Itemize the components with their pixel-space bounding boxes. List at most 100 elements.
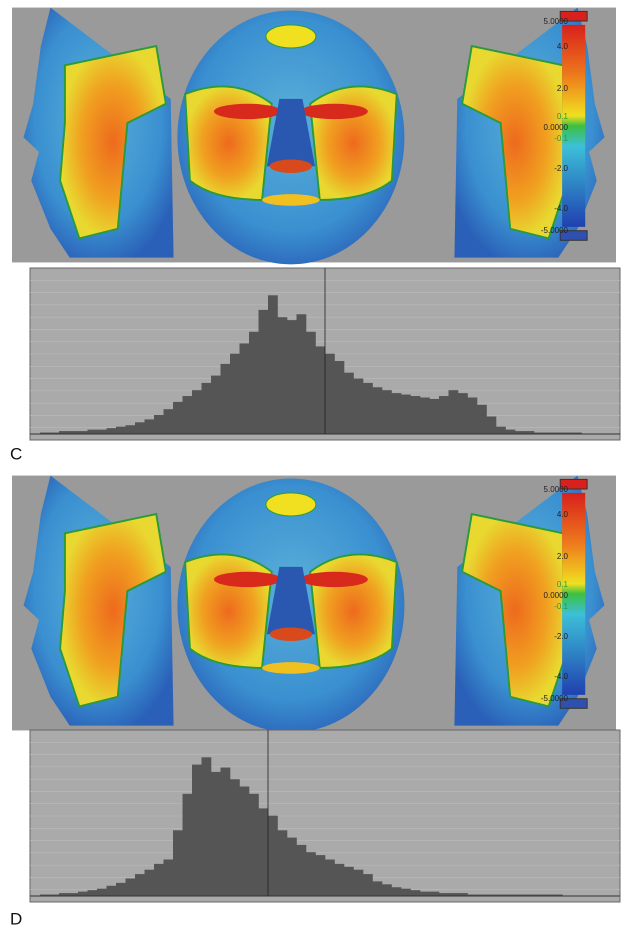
colorbar-label: 4.0 [557,42,569,51]
histogram-bar [183,396,193,434]
histogram-bar [306,852,316,896]
histogram-bar [382,884,392,896]
histogram-bar [496,427,506,434]
histogram-bar [487,416,497,434]
histogram-bar [135,874,145,896]
histogram-bar [316,346,326,434]
figure: 5.0000 4.0 2.0 0.1 0.0000 -0.1 -2.0 -4.0 -5.0000… [0,0,628,934]
panel-label: C [10,444,22,463]
colorbar-label: -0.1 [554,134,568,143]
histogram-bar [259,808,269,896]
histogram-bar [107,428,117,434]
histogram-bar [297,314,307,434]
histogram-bar [278,317,288,434]
histogram-bar [278,830,288,896]
histogram-bar [126,425,136,434]
histogram-bar [268,816,278,896]
histogram-bar [154,415,164,434]
histogram-bar [401,395,411,434]
histogram-bar [420,398,430,435]
histogram-bar [97,889,107,896]
histogram-bar [287,320,297,434]
colorbar-label: -0.1 [554,602,568,611]
histogram-bar [344,867,354,896]
colorbar-label: -5.0000 [541,694,569,703]
histogram-bar [202,757,212,896]
histogram-bar [477,405,487,434]
histogram-bar [116,427,126,434]
histogram-bar [420,892,430,896]
colorbar-label: -4.0 [554,672,568,681]
histogram-bar [116,883,126,896]
histogram-bar [373,881,383,896]
histogram-bar [192,765,202,896]
histogram-bar [230,779,240,896]
histogram-bar [211,772,221,896]
histogram-bar [183,794,193,896]
histogram-bar [240,343,250,434]
histogram-bar [88,890,98,896]
histogram-bar [259,310,269,434]
histogram-bar [316,855,326,896]
histogram-bar [164,860,174,897]
histogram-bar [430,892,440,896]
histogram-bar [373,387,383,434]
colorbar-label: 2.0 [557,552,569,561]
face-maps [12,8,616,265]
histogram-bar [363,874,373,896]
histogram-bar [335,361,345,434]
histogram-bar [145,419,155,434]
colorbar-label: -2.0 [554,164,568,173]
histogram-bar [354,870,364,896]
histogram-bar [354,379,364,434]
histogram-bar [192,390,202,434]
colorbar-label: 0.1 [557,112,569,121]
histogram-bar [411,890,421,896]
histogram-bar [297,845,307,896]
histogram-bar [268,295,278,434]
histogram-bar [173,830,183,896]
histogram-bar [506,430,516,434]
histogram-bar [221,364,231,434]
histogram-bar [154,864,164,896]
histogram-bar [240,787,250,897]
colorbar-label: 0.1 [557,580,569,589]
page: 5.0000 4.0 2.0 0.1 0.0000 -0.1 -2.0 -4.0 -5.0000… [0,0,628,934]
histogram-bar [249,794,259,896]
colorbar-label: 0.0000 [544,123,569,132]
histogram-bar [107,886,117,896]
histogram-bar [449,390,459,434]
histogram-bar [287,838,297,896]
histogram-bar [173,402,183,434]
histogram-bar [211,376,221,434]
histogram-bar [325,860,335,897]
histogram-bar [202,383,212,434]
colorbar-label: -5.0000 [541,226,569,235]
histogram-bar [135,422,145,434]
histogram-bar [382,390,392,434]
histogram-bar [392,887,402,896]
histogram-bar [97,430,107,434]
histogram-bar [363,383,373,434]
histogram-bar [458,393,468,434]
histogram-bar [392,393,402,434]
histogram-bar [88,430,98,434]
face-maps [12,476,616,733]
histogram-bar [344,373,354,434]
histogram-bar [468,398,478,435]
histogram-bar [230,354,240,434]
colorbar-label: 5.0000 [544,485,569,494]
colorbar-label: 4.0 [557,510,569,519]
histogram-bar [401,889,411,896]
colorbar-label: -2.0 [554,632,568,641]
histogram-bar [335,864,345,896]
colorbar-label: -4.0 [554,204,568,213]
colorbar-label: 0.0000 [544,591,569,600]
colorbar-label: 2.0 [557,84,569,93]
histogram-bar [164,409,174,434]
histogram-bar [325,354,335,434]
panel-label: D [10,909,22,928]
colorbar-label: 5.0000 [544,17,569,26]
histogram-bar [221,768,231,896]
histogram-bar [78,892,88,896]
